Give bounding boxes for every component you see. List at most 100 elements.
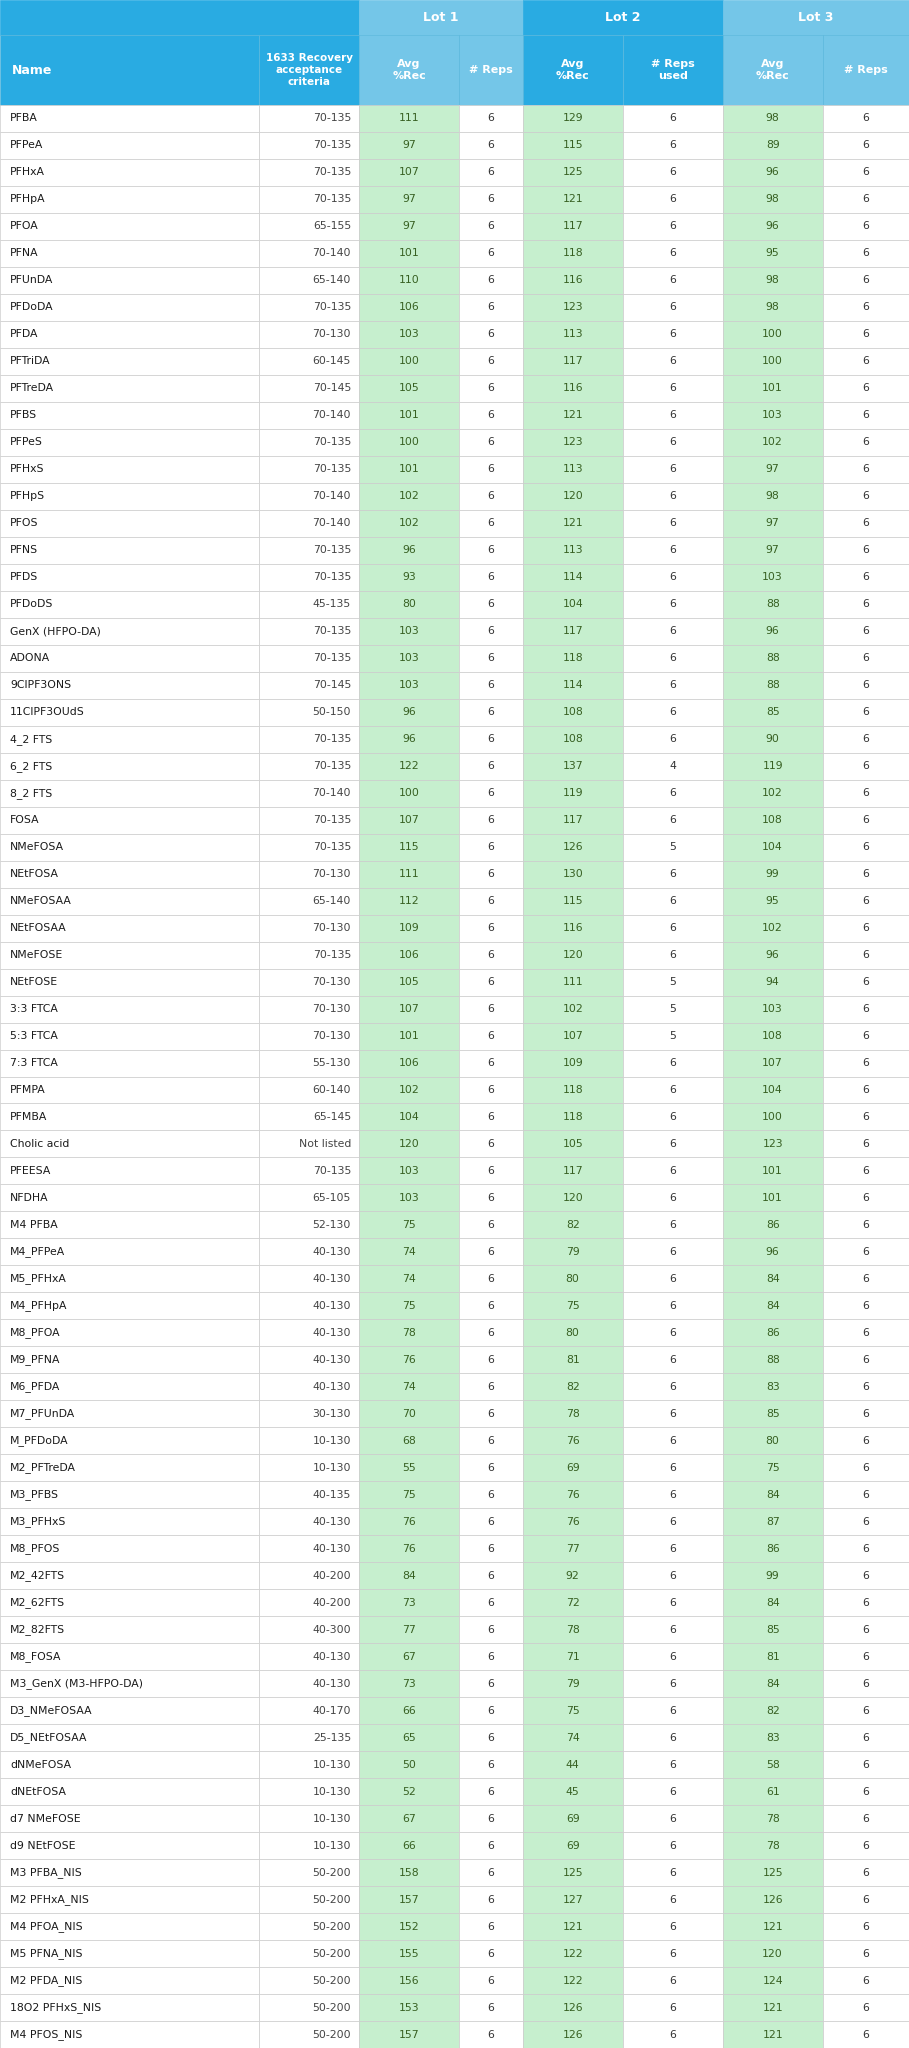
Bar (723, 942, 823, 969)
Text: dNEtFOSA: dNEtFOSA (10, 1786, 66, 1796)
Bar (459, 618, 523, 645)
Bar (459, 1939, 523, 1966)
Text: 86: 86 (765, 1327, 780, 1337)
Bar (259, 510, 359, 537)
Text: M4 PFOA_NIS: M4 PFOA_NIS (10, 1921, 83, 1931)
Bar (823, 537, 909, 563)
Bar (823, 1642, 909, 1671)
Bar (0, 645, 259, 672)
Bar (359, 1804, 459, 1833)
Text: 6: 6 (863, 1274, 869, 1284)
Bar (523, 860, 623, 887)
Bar (459, 1563, 523, 1589)
Bar (523, 915, 623, 942)
Text: 103: 103 (399, 627, 419, 637)
Bar (523, 457, 623, 483)
Bar (823, 618, 909, 645)
Text: 6: 6 (863, 950, 869, 961)
Bar (523, 1616, 623, 1642)
Bar (823, 1130, 909, 1157)
Text: 78: 78 (765, 1815, 780, 1823)
Bar (823, 160, 909, 186)
Text: 70-140: 70-140 (313, 492, 351, 502)
Text: 120: 120 (399, 1139, 419, 1149)
Bar (359, 1860, 459, 1886)
Text: 118: 118 (563, 653, 583, 664)
Text: 103: 103 (763, 571, 783, 582)
Text: 18O2 PFHxS_NIS: 18O2 PFHxS_NIS (10, 2003, 101, 2013)
Bar (459, 698, 523, 725)
Bar (723, 537, 823, 563)
Text: 3:3 FTCA: 3:3 FTCA (10, 1004, 58, 1014)
Text: 88: 88 (765, 1356, 780, 1364)
Text: 70-130: 70-130 (313, 977, 351, 987)
Bar (723, 1804, 823, 1833)
Bar (0, 563, 259, 590)
Bar (459, 887, 523, 915)
Text: 101: 101 (399, 1030, 419, 1040)
Text: 70-140: 70-140 (313, 788, 351, 799)
Text: 103: 103 (399, 680, 419, 690)
Bar (823, 1346, 909, 1374)
Text: 103: 103 (399, 330, 419, 340)
Bar (623, 348, 723, 375)
Text: 97: 97 (765, 518, 780, 528)
Bar (259, 754, 359, 780)
Bar (359, 1751, 459, 1778)
Bar (459, 266, 523, 295)
Bar (259, 969, 359, 995)
Bar (623, 537, 723, 563)
Text: 122: 122 (399, 762, 419, 772)
Bar (459, 348, 523, 375)
Text: 117: 117 (563, 1165, 583, 1176)
Text: 156: 156 (399, 1976, 419, 1985)
Text: 103: 103 (399, 1165, 419, 1176)
Bar (0, 969, 259, 995)
Bar (359, 1212, 459, 1239)
Bar (523, 1346, 623, 1374)
Text: 6: 6 (863, 410, 869, 420)
Text: 103: 103 (763, 1004, 783, 1014)
Text: 70-135: 70-135 (313, 950, 351, 961)
Text: 6: 6 (863, 627, 869, 637)
Text: 50-200: 50-200 (313, 2030, 351, 2040)
Text: 70-140: 70-140 (313, 410, 351, 420)
Text: 102: 102 (399, 1085, 419, 1096)
Bar (623, 1346, 723, 1374)
Bar (0, 1804, 259, 1833)
Text: 107: 107 (399, 1004, 419, 1014)
Text: 80: 80 (565, 1274, 580, 1284)
Text: 6: 6 (669, 1868, 676, 1878)
Bar (523, 1212, 623, 1239)
Bar (723, 483, 823, 510)
Bar (723, 266, 823, 295)
Bar (823, 1157, 909, 1184)
Bar (823, 1319, 909, 1346)
Text: 6: 6 (669, 330, 676, 340)
Bar (359, 1642, 459, 1671)
Text: 6: 6 (487, 1597, 494, 1608)
Bar (0, 1401, 259, 1427)
Bar (823, 1563, 909, 1589)
Text: 93: 93 (402, 571, 416, 582)
Bar (0, 131, 259, 160)
Text: M5 PFNA_NIS: M5 PFNA_NIS (10, 1948, 83, 1960)
Bar (0, 1022, 259, 1049)
Bar (459, 725, 523, 754)
Bar (359, 1454, 459, 1481)
Text: 52: 52 (402, 1786, 416, 1796)
Bar (459, 213, 523, 240)
Bar (623, 1077, 723, 1104)
Text: Lot 1: Lot 1 (423, 10, 459, 25)
Bar (823, 942, 909, 969)
Text: 6: 6 (669, 1112, 676, 1122)
Text: 6: 6 (669, 924, 676, 934)
Text: 58: 58 (765, 1759, 780, 1769)
Text: 109: 109 (563, 1059, 583, 1067)
Text: 6: 6 (669, 492, 676, 502)
Text: 6: 6 (487, 1436, 494, 1446)
Text: 6: 6 (863, 1733, 869, 1743)
Text: 120: 120 (563, 950, 583, 961)
Bar (459, 1130, 523, 1157)
Text: PFPeS: PFPeS (10, 438, 43, 446)
